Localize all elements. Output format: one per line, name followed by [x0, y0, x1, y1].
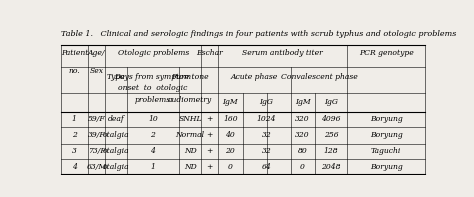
Text: Boryung: Boryung — [370, 115, 402, 123]
Text: 2: 2 — [150, 131, 155, 139]
Text: Type: Type — [107, 73, 126, 81]
Text: Taguchi: Taguchi — [371, 147, 401, 155]
Text: 73/F: 73/F — [88, 147, 105, 155]
Text: Normal: Normal — [176, 131, 205, 139]
Text: 160: 160 — [223, 115, 237, 123]
Text: Eschar: Eschar — [196, 49, 223, 57]
Text: 0: 0 — [228, 163, 233, 171]
Text: 3: 3 — [72, 147, 77, 155]
Text: Pure tone

audiometry: Pure tone audiometry — [168, 73, 212, 104]
Text: +: + — [207, 163, 213, 171]
Text: Boryung: Boryung — [370, 163, 402, 171]
Text: otalgia: otalgia — [103, 147, 129, 155]
Text: SNHL: SNHL — [178, 115, 202, 123]
Text: 2048: 2048 — [321, 163, 341, 171]
Text: +: + — [207, 115, 213, 123]
Text: Otologic problems: Otologic problems — [118, 49, 189, 57]
Text: 256: 256 — [324, 131, 338, 139]
Text: Convalescent phase: Convalescent phase — [281, 73, 357, 81]
Text: otalgia: otalgia — [103, 163, 129, 171]
Text: Age/: Age/ — [88, 49, 105, 57]
Text: 2: 2 — [72, 131, 77, 139]
Text: 4096: 4096 — [321, 115, 341, 123]
Text: 320: 320 — [295, 115, 310, 123]
Text: Days from symptom
onset  to  otologic
problems: Days from symptom onset to otologic prob… — [114, 73, 191, 104]
Text: Acute phase: Acute phase — [231, 73, 278, 81]
Text: 1: 1 — [72, 115, 77, 123]
Text: 128: 128 — [324, 147, 338, 155]
Text: 39/F: 39/F — [88, 131, 105, 139]
Text: 80: 80 — [298, 147, 308, 155]
Text: Table 1.   Clinical and serologic findings in four patients with scrub typhus an: Table 1. Clinical and serologic findings… — [61, 30, 456, 38]
Text: 32: 32 — [262, 147, 272, 155]
Text: 59/F: 59/F — [88, 115, 105, 123]
Text: Sex: Sex — [90, 67, 103, 75]
Text: 40: 40 — [226, 131, 235, 139]
Text: 32: 32 — [262, 131, 272, 139]
Text: Serum antibody titer: Serum antibody titer — [242, 49, 323, 57]
Text: +: + — [207, 147, 213, 155]
Text: 1024: 1024 — [257, 115, 276, 123]
Text: Patient: Patient — [61, 49, 88, 57]
Text: otalgia: otalgia — [103, 131, 129, 139]
Text: IgM: IgM — [295, 98, 310, 106]
Text: 320: 320 — [295, 131, 310, 139]
Text: 20: 20 — [226, 147, 235, 155]
Text: IgM: IgM — [223, 98, 238, 106]
Text: 10: 10 — [148, 115, 158, 123]
Text: 4: 4 — [150, 147, 155, 155]
Text: ND: ND — [184, 163, 197, 171]
Text: IgG: IgG — [324, 98, 338, 106]
Text: IgG: IgG — [260, 98, 273, 106]
Text: 1: 1 — [150, 163, 155, 171]
Text: 63/M: 63/M — [86, 163, 107, 171]
Text: no.: no. — [68, 67, 80, 75]
Text: Boryung: Boryung — [370, 131, 402, 139]
Text: ND: ND — [184, 147, 197, 155]
Text: PCR genotype: PCR genotype — [359, 49, 413, 57]
Text: 0: 0 — [300, 163, 305, 171]
Text: 64: 64 — [262, 163, 272, 171]
Text: deaf: deaf — [108, 115, 124, 123]
Text: 4: 4 — [72, 163, 77, 171]
Text: +: + — [207, 131, 213, 139]
